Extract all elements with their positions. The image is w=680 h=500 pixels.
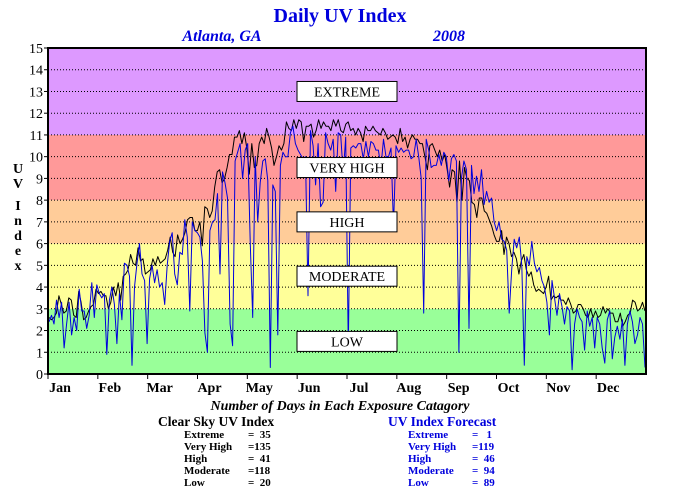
x-tick-label: Jul: [350, 381, 369, 396]
forecast-stat-row: Extreme = 1: [408, 429, 496, 441]
clear-sky-stat-row-name: Low: [184, 477, 205, 489]
x-tick-label: Sep: [448, 381, 470, 396]
clear-sky-stat-row-value: =135: [248, 441, 271, 453]
y-axis-label-letter: n: [14, 214, 22, 229]
y-axis-label-letter: x: [15, 259, 22, 274]
forecast-stat-row-value: = 89: [472, 477, 495, 489]
x-tick-label: Aug: [396, 381, 421, 396]
clear-sky-stat-row-name: Very High: [184, 441, 233, 453]
y-tick-label: 14: [29, 64, 43, 79]
band-label-high: HIGH: [330, 216, 365, 231]
y-tick-label: 3: [36, 303, 43, 318]
y-axis-label-letter: U: [13, 162, 23, 177]
clear-sky-stat-row-value: = 41: [248, 453, 271, 465]
band-label-box-low: [296, 330, 398, 352]
clear-sky-stat-row: Moderate =118: [184, 465, 274, 477]
stats-caption: Number of Days in Each Exposure Catagory: [210, 399, 470, 414]
clear-sky-stat-row: Extreme = 35: [184, 429, 274, 441]
y-axis-label-letter: I: [15, 199, 20, 214]
clear-sky-stat-row-name: Moderate: [184, 465, 230, 477]
y-tick-label: 13: [29, 85, 43, 100]
forecast-stat-row-name: Low: [408, 477, 429, 489]
y-tick-label: 5: [36, 259, 43, 274]
forecast-stat-row-name: Very High: [408, 441, 457, 453]
y-axis-label-letter: e: [15, 244, 21, 259]
band-label-box-extreme: [296, 80, 398, 102]
band-label-box-very-high: [296, 157, 398, 179]
clear-sky-stats-title: Clear Sky UV Index: [158, 414, 275, 429]
band-label-box-moderate: [296, 265, 398, 287]
forecast-series-line: [48, 125, 646, 371]
band-label-low: LOW: [331, 335, 364, 350]
chart-location: Atlanta, GA: [181, 28, 261, 45]
forecast-stats: UV Index Forecast Extreme = 1 Very High =11…: [388, 414, 496, 489]
clear-sky-stats: Clear Sky UV Index Extreme = 35 Very High =…: [158, 414, 274, 489]
band-label-extreme: EXTREME: [314, 85, 380, 100]
y-tick-label: 7: [36, 216, 43, 231]
band-label-moderate: MODERATE: [309, 270, 385, 285]
x-tick-label: Mar: [146, 381, 172, 396]
forecast-stat-row: Very High =119: [408, 441, 496, 453]
forecast-stats-title: UV Index Forecast: [388, 414, 497, 429]
forecast-stat-row-value: = 1: [472, 429, 493, 441]
chart-title: Daily UV Index: [274, 5, 407, 27]
y-tick-label: 1: [36, 346, 43, 361]
clear-sky-stat-row: High = 41: [184, 453, 274, 465]
forecast-stat-row-name: Extreme: [408, 429, 449, 441]
x-tick-label: Oct: [498, 381, 520, 396]
forecast-stat-row-value: =119: [472, 441, 495, 453]
y-tick-label: 15: [29, 42, 43, 57]
forecast-stat-row: Moderate = 94: [408, 465, 496, 477]
clear-sky-stat-row-value: = 35: [248, 429, 271, 441]
forecast-stat-row: Low = 89: [408, 477, 496, 489]
x-tick-label: Feb: [99, 381, 122, 396]
forecast-stat-row-name: Moderate: [408, 465, 454, 477]
x-tick-label: Jun: [298, 381, 321, 396]
y-axis-label-letter: d: [14, 229, 22, 244]
forecast-stat-row-value: = 94: [472, 465, 495, 477]
forecast-stat-row: High = 46: [408, 453, 496, 465]
x-tick-label: Apr: [197, 381, 221, 396]
y-tick-label: 0: [36, 368, 43, 383]
forecast-stat-row-value: = 46: [472, 453, 495, 465]
y-tick-label: 6: [36, 238, 43, 253]
clear-sky-stat-row-value: =118: [248, 465, 271, 477]
y-tick-label: 2: [36, 325, 43, 340]
y-axis-label-letter: V: [13, 177, 23, 192]
y-tick-label: 12: [29, 107, 43, 122]
y-tick-label: 4: [36, 281, 43, 296]
chart-year: 2008: [432, 28, 465, 45]
clear-sky-series-line: [48, 119, 646, 327]
x-tick-label: Jan: [49, 381, 71, 396]
x-tick-label: May: [246, 381, 273, 396]
x-tick-label: Dec: [597, 381, 620, 396]
x-tick-label: Nov: [546, 381, 570, 396]
y-tick-label: 10: [29, 151, 43, 166]
clear-sky-stat-row: Low = 20: [184, 477, 274, 489]
clear-sky-stat-row: Very High =135: [184, 441, 274, 453]
clear-sky-stat-row-value: = 20: [248, 477, 271, 489]
band-label-box-high: [296, 211, 398, 233]
band-label-very-high: VERY HIGH: [309, 162, 384, 177]
clear-sky-stat-row-name: Extreme: [184, 429, 225, 441]
y-tick-label: 11: [30, 129, 43, 144]
forecast-stat-row-name: High: [408, 453, 432, 465]
y-tick-label: 8: [36, 194, 43, 209]
y-tick-label: 9: [36, 172, 43, 187]
clear-sky-stat-row-name: High: [184, 453, 208, 465]
